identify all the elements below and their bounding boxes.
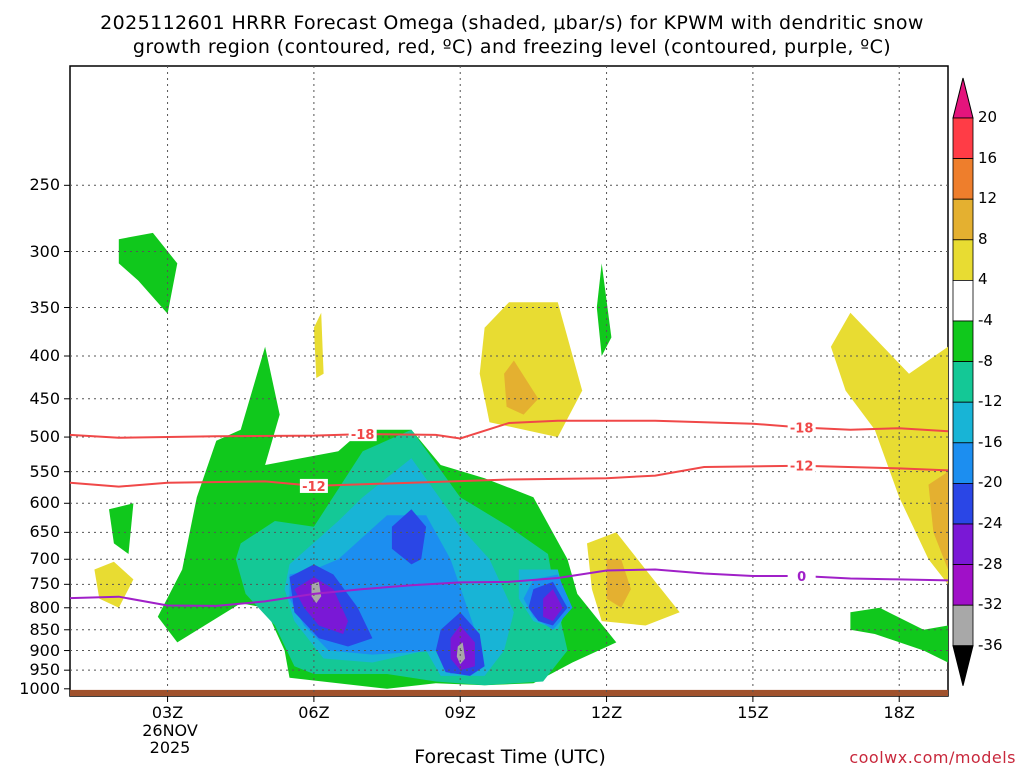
chart-title-line-2: growth region (contoured, red, ºC) and f… [132, 36, 892, 58]
colorbar-label-13: -36 [978, 635, 1003, 654]
omega-region-2 [109, 503, 134, 554]
x-axis-title: Forecast Time (UTC) [414, 746, 606, 768]
colorbar-segment-0 [952, 117, 974, 159]
y-tick-label-400: 400 [29, 346, 60, 365]
chart-title-line-1: 2025112601 HRRR Forecast Omega (shaded, … [100, 12, 924, 34]
colorbar-top-arrow [952, 77, 974, 119]
colorbar-segment-11 [952, 564, 974, 606]
y-tick-label-750: 750 [29, 574, 60, 594]
date-label-year: 2025 [149, 738, 191, 757]
colorbar-segment-6 [952, 361, 974, 403]
y-tick-label-850: 850 [29, 619, 60, 639]
contour-label-0-0: -18 [351, 428, 375, 443]
colorbar-label-3: 8 [978, 229, 988, 248]
omega-region-25 [606, 559, 631, 608]
y-tick-label-800: 800 [29, 597, 60, 617]
colorbar-label-12: -32 [978, 595, 1003, 614]
colorbar [952, 77, 974, 686]
omega-shading-layer [94, 232, 948, 689]
omega-region-17 [311, 581, 322, 604]
y-tick-label-1000: 1000 [19, 678, 60, 698]
ground-surface [70, 689, 948, 696]
colorbar-label-0: 20 [978, 108, 998, 126]
omega-region-14 [294, 577, 348, 634]
omega-region-1 [596, 263, 612, 356]
colorbar-label-7: -12 [978, 392, 1003, 411]
colorbar-label-11: -28 [978, 554, 1003, 573]
colorbar-label-6: -8 [978, 351, 993, 370]
contour-label-2-0: 0 [797, 570, 806, 585]
y-tick-label-350: 350 [29, 297, 60, 317]
x-tick-label-06Z: 06Z [298, 703, 330, 722]
y-tick-label-550: 550 [29, 461, 60, 481]
contour-label-1-1: -12 [790, 460, 814, 475]
y-tick-label-500: 500 [29, 427, 60, 447]
colorbar-segment-2 [952, 198, 974, 241]
colorbar-label-10: -24 [978, 514, 1003, 532]
colorbar-segment-5 [952, 320, 974, 362]
y-tick-label-900: 900 [29, 640, 60, 660]
colorbar-label-8: -16 [978, 432, 1003, 451]
contour-label-bg-1-1 [787, 458, 816, 473]
x-tick-label-03Z: 03Z [151, 703, 184, 722]
y-tick-label-250: 250 [29, 175, 60, 195]
colorbar-label-1: 16 [978, 148, 998, 167]
colorbar-segment-12 [952, 604, 974, 647]
y-tick-label-450: 450 [29, 388, 60, 408]
colorbar-label-5: -4 [978, 311, 993, 329]
colorbar-segment-7 [952, 401, 974, 444]
contour-label-bg-0-0 [348, 427, 377, 442]
colorbar-bottom-arrow [952, 645, 974, 686]
omega-region-0 [118, 232, 178, 314]
x-tick-label-12Z: 12Z [590, 703, 623, 722]
omega-region-19 [313, 312, 324, 378]
omega-region-16 [543, 589, 563, 622]
colorbar-segment-8 [952, 442, 974, 484]
y-tick-label-650: 650 [29, 522, 60, 542]
x-tick-label-15Z: 15Z [737, 703, 769, 722]
date-label-day: 26NOV [142, 721, 198, 740]
omega-region-23 [830, 312, 948, 585]
y-tick-label-300: 300 [29, 241, 60, 261]
contour-label-bg-1-0 [299, 478, 328, 493]
omega-region-3 [850, 607, 948, 663]
y-tick-label-600: 600 [29, 493, 60, 513]
colorbar-segment-10 [952, 523, 974, 565]
omega-region-26 [928, 471, 948, 570]
omega-region-24 [504, 360, 539, 415]
omega-region-21 [479, 302, 583, 438]
contour-label-bg-2-0 [787, 568, 816, 583]
contour-label-0-1: -18 [790, 421, 814, 436]
x-tick-label-18Z: 18Z [883, 703, 915, 722]
colorbar-segment-1 [952, 158, 974, 200]
grid-lines [64, 66, 948, 702]
contour-label-1-0: -12 [302, 480, 326, 495]
colorbar-segment-4 [952, 279, 974, 322]
colorbar-segment-9 [952, 482, 974, 525]
y-tick-label-950: 950 [29, 660, 60, 680]
credit-link[interactable]: coolwx.com/models [849, 748, 1016, 767]
colorbar-segment-3 [952, 239, 974, 281]
omega-region-11 [391, 509, 427, 565]
omega-region-18 [456, 642, 466, 665]
contour-line-0 [69, 419, 949, 440]
y-tick-label-700: 700 [29, 549, 60, 569]
omega-region-22 [587, 532, 680, 626]
contour-lines: -18 -18 -12 -12 0 [69, 419, 949, 607]
x-tick-label-09Z: 09Z [444, 703, 476, 722]
colorbar-label-2: 12 [978, 189, 998, 208]
colorbar-label-4: 4 [978, 270, 988, 289]
contour-label-bg-0-1 [787, 420, 816, 435]
colorbar-label-9: -20 [978, 473, 1003, 492]
